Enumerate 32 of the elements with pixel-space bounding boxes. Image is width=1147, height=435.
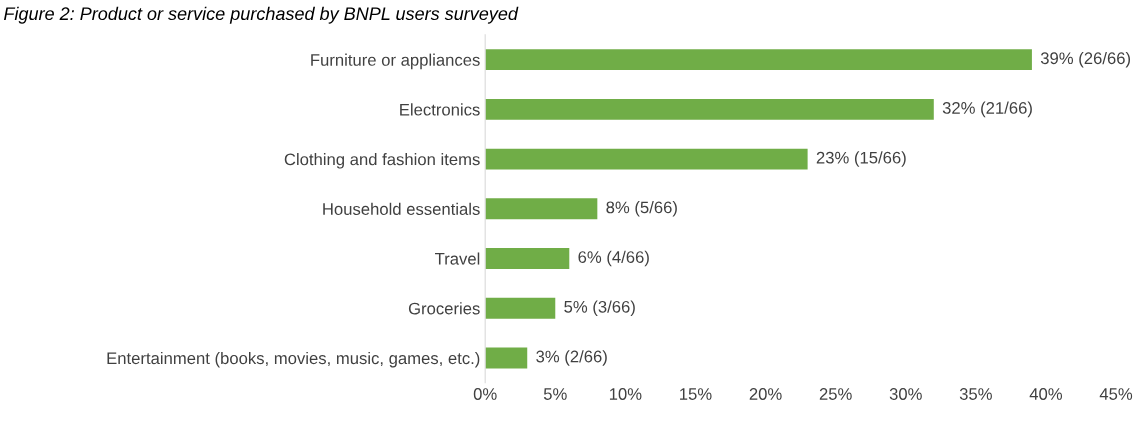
data-label: 3% (2/66) xyxy=(536,350,607,366)
y-tick-label: Electronics xyxy=(400,103,480,116)
x-tick-label: 25% xyxy=(819,388,852,400)
x-tick-label: 40% xyxy=(1029,388,1063,400)
bar xyxy=(485,148,808,170)
x-tick-label: 0% xyxy=(473,388,497,400)
x-tick-label: 5% xyxy=(543,388,567,400)
data-label: 8% (5/66) xyxy=(606,201,677,217)
y-tick-label: Entertainment (books, movies, music, games, etc.) xyxy=(107,351,480,368)
text: Figure 2: Product or service purchased by BNPL users surveyed xyxy=(4,6,519,24)
x-tick-label: 20% xyxy=(749,388,782,400)
data-label: 5% (3/66) xyxy=(564,300,635,316)
x-tick-label: 30% xyxy=(889,388,922,400)
data-label: 6% (4/66) xyxy=(578,250,649,267)
x-tick-label: 15% xyxy=(680,388,712,400)
bar xyxy=(485,248,570,269)
data-label: 32% (21/66) xyxy=(942,101,1032,118)
y-tick-label: Clothing and fashion items xyxy=(284,153,480,169)
data-label: 23% (15/66) xyxy=(816,151,906,167)
y-tick-label: Groceries xyxy=(408,302,480,315)
data-label: 39% (26/66) xyxy=(1040,51,1131,68)
bar xyxy=(485,198,598,220)
y-tick-label: Household essentials xyxy=(323,202,480,215)
bar xyxy=(485,297,556,319)
x-tick-label: 10% xyxy=(609,388,642,400)
bar xyxy=(485,49,1032,71)
x-tick-label: 35% xyxy=(959,388,992,400)
x-tick-label: 45% xyxy=(1099,388,1133,400)
bar xyxy=(485,98,934,120)
y-tick-label: Travel xyxy=(435,252,480,265)
bar xyxy=(485,347,528,369)
y-tick-label: Furniture or appliances xyxy=(311,53,480,70)
